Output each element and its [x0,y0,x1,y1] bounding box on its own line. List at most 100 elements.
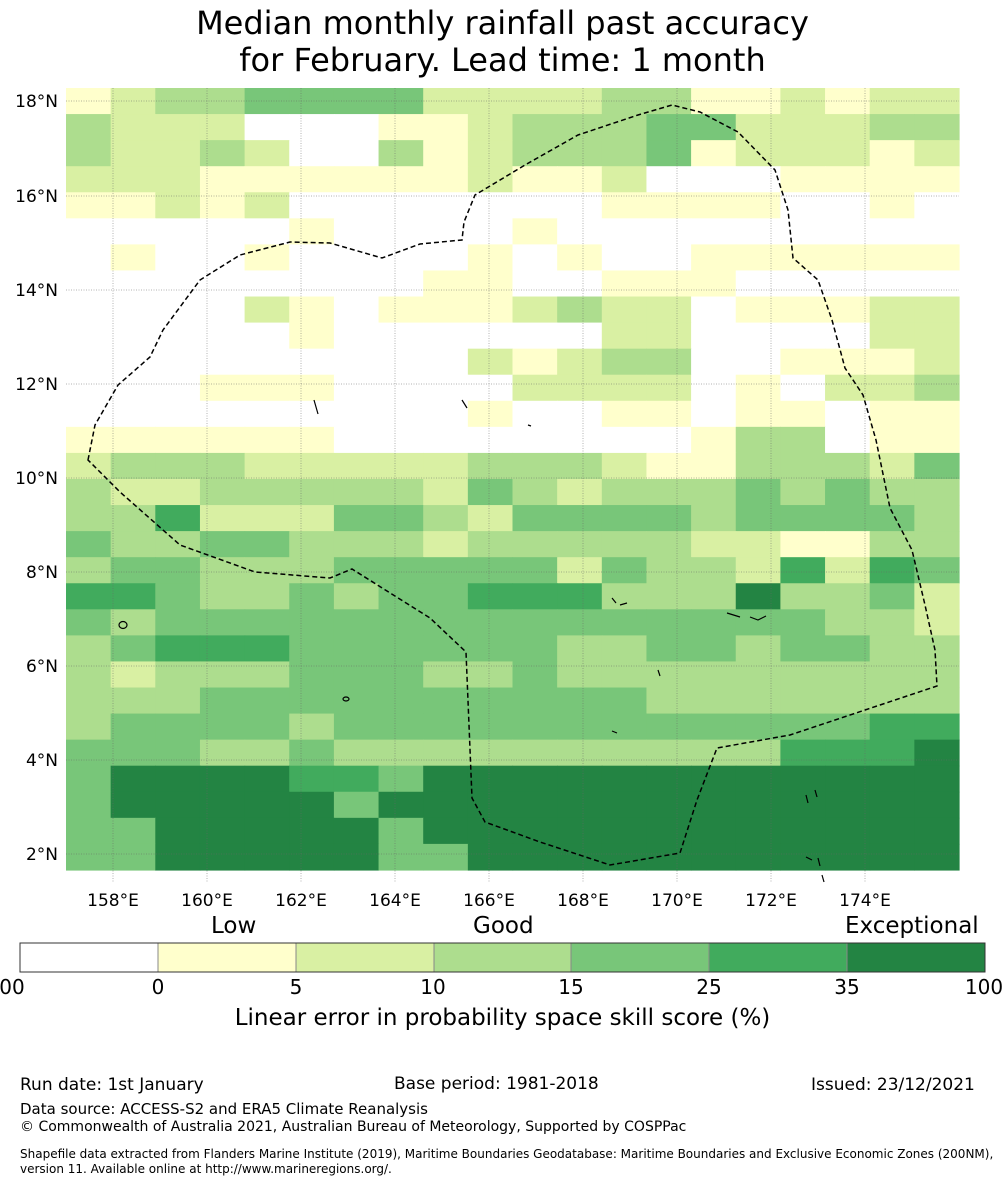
grid-cell [244,713,290,741]
grid-cell [155,478,201,506]
grid-cell [110,713,156,741]
grid-cell [512,88,558,115]
grid-cell [155,374,201,402]
grid-cell [646,348,692,376]
graticule [66,88,959,883]
grid-cell [244,661,290,689]
grid-cell [378,478,424,506]
grid-cell [735,218,781,245]
grid-cell [378,583,424,610]
grid-cell [914,557,960,584]
grid-cell [244,244,290,272]
grid-cell [780,739,826,767]
grid-cell [557,791,603,819]
grid-cell [601,739,648,767]
grid-cell [333,635,380,663]
grid-cell [914,843,960,871]
grid-cell [735,765,781,793]
grid-cell [66,635,112,663]
grid-cell [378,270,424,298]
grid-cell [735,687,781,715]
grid-cell [66,348,112,376]
grid-cell [423,296,469,324]
grid-cell [467,348,514,376]
grid-cell [512,270,558,298]
colorbar-tick: 10 [420,975,446,999]
colorbar-swatch [708,942,848,973]
grid-cell [378,452,424,480]
grid-cell [244,400,290,428]
grid-cell [601,452,648,480]
grid-cell [423,609,469,636]
grid-cell [780,583,826,610]
grid-cell [825,817,871,845]
grid-cell [780,505,826,532]
grid-cell [110,557,156,584]
grid-cell [289,218,335,245]
grid-cell [378,426,424,454]
grid-cell [646,739,692,767]
grid-cell [244,166,290,193]
grid-cell [914,426,960,454]
grid-cell [601,140,648,167]
grid-cell [825,791,871,819]
grid-cell [110,478,156,506]
grid-cell [557,531,603,558]
grid-cell [914,244,960,272]
grid-cell [691,687,737,715]
grid-cell [557,400,603,428]
grid-cell [557,739,603,767]
grid-cell [691,739,737,767]
grid-cell [333,244,380,272]
grid-cell [825,739,871,767]
grid-cell [333,114,380,141]
grid-cell [869,713,915,741]
grid-cell [110,635,156,663]
grid-cell [66,505,112,532]
grid-cell [512,322,558,350]
grid-cell [646,843,692,871]
grid-cell [869,348,915,376]
grid-cell [512,452,558,480]
grid-cell [825,478,871,506]
grid-cell [735,739,781,767]
grid-cell [110,88,156,115]
grid-cell [289,661,335,689]
grid-cell [155,322,201,350]
grid-cell [512,166,558,193]
grid-cell [557,765,603,793]
grid-cell [691,765,737,793]
grid-cell [646,765,692,793]
category-exceptional-label: Exceptional [845,913,979,939]
grid-cell [646,791,692,819]
grid-cell [735,583,781,610]
grid-cell [199,609,246,636]
grid-cell [199,244,246,272]
grid-cell [110,218,156,245]
grid-cell [557,244,603,272]
grid-cell [423,400,469,428]
grid-cell [66,88,112,115]
grid-cell [467,583,514,610]
grid-cell [110,244,156,272]
grid-cell [735,843,781,871]
grid-cell [825,713,871,741]
grid-cell [66,322,112,350]
grid-cell [467,817,514,845]
grid-cell [691,661,737,689]
grid-cell [199,739,246,767]
grid-cell [780,531,826,558]
grid-cell [378,218,424,245]
grid-cell [780,843,826,871]
colorbar-swatch [295,942,435,973]
grid-cell [423,505,469,532]
grid-cell [601,505,648,532]
grid-cell [289,270,335,298]
grid-cell [512,609,558,636]
grid-cell [423,478,469,506]
grid-cell [914,400,960,428]
grid-cell [289,583,335,610]
latitude-label: 10°N [15,469,58,489]
grid-cell [780,140,826,167]
grid-cell [333,765,380,793]
